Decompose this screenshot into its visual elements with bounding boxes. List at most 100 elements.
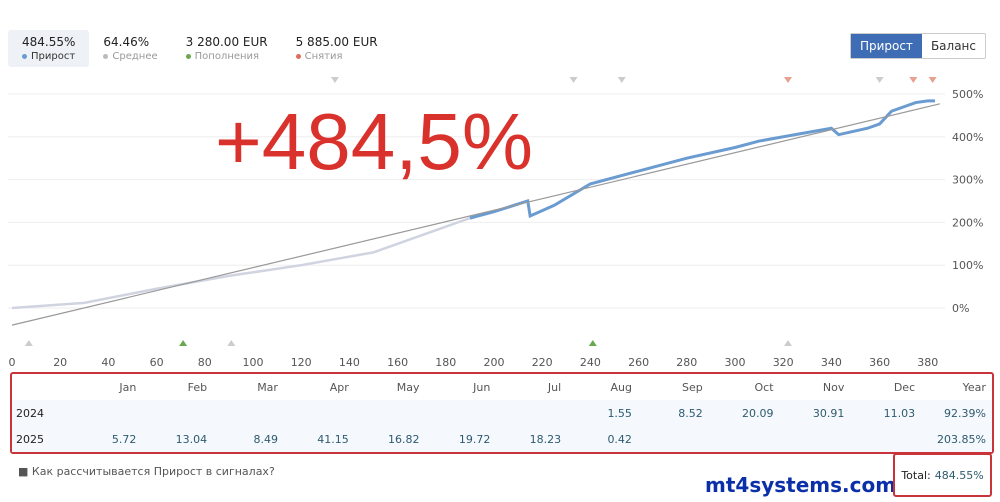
total-value: 484.55%: [934, 468, 984, 482]
table-cell: 5.72: [111, 432, 137, 446]
table-cell: Jun: [473, 380, 491, 394]
x-tick-label: 280: [676, 356, 697, 369]
table-cell: Apr: [329, 380, 349, 394]
table-cell: Sep: [682, 380, 703, 394]
top-marker-icon: [617, 77, 626, 83]
stat-0[interactable]: 484.55% Прирост: [8, 30, 90, 67]
x-tick-label: 300: [725, 356, 746, 369]
y-tick-label: 300%: [952, 174, 983, 187]
top-marker-icon: [875, 77, 884, 83]
legend-dot-icon: [295, 53, 301, 59]
total-box: Total: 484.55%: [893, 453, 992, 497]
y-tick-label: 200%: [952, 216, 983, 229]
y-tick-label: 0%: [952, 302, 969, 315]
table-cell: 20.09: [742, 406, 774, 420]
table-cell: Nov: [822, 380, 845, 394]
bottom-marker-icon: [179, 340, 188, 346]
series-line-2: [11, 103, 940, 326]
growth-button[interactable]: Прирост: [850, 34, 922, 58]
series-line-1: [469, 99, 936, 220]
legend-dot-icon: [22, 53, 27, 59]
series-line-0: [11, 216, 471, 310]
x-tick-label: 320: [773, 356, 794, 369]
stat-value: 64.46%: [103, 35, 150, 49]
stats-bar: 484.55% Прирост 64.46% Среднее 3 280.00 EUR П…: [8, 30, 392, 67]
help-icon: ■: [18, 465, 32, 478]
top-marker-icon: [569, 77, 578, 83]
x-tick-label: 160: [387, 356, 408, 369]
x-tick-label: 220: [532, 356, 553, 369]
stat-label: Прирост: [31, 51, 76, 62]
table-row: 2024 1.55 8.52 20.09 30.91 11.03 92.39%: [12, 400, 992, 426]
y-tick-label: 100%: [952, 259, 983, 272]
watermark: mt4systems.com: [705, 473, 897, 497]
x-tick-label: 180: [435, 356, 456, 369]
x-tick-label: 20: [53, 356, 67, 369]
x-tick-label: 360: [869, 356, 890, 369]
overlay-growth-text: +484,5%: [215, 97, 534, 186]
x-tick-label: 260: [628, 356, 649, 369]
stat-value: 5 885.00 EUR: [295, 35, 378, 49]
x-tick-label: 340: [821, 356, 842, 369]
table-cell: 18.23: [529, 432, 562, 446]
stat-value: 484.55%: [22, 35, 76, 49]
table-cell: 8.49: [253, 432, 278, 446]
help-link[interactable]: ■ Как рассчитывается Прирост в сигналах?: [18, 465, 275, 478]
y-tick-label: 500%: [952, 88, 983, 101]
stat-label: Среднее: [112, 51, 158, 62]
legend-dot-icon: [103, 53, 109, 59]
table-cell: 13.04: [175, 432, 208, 446]
table-cell: Feb: [187, 380, 208, 394]
table-row: 2025 5.72 13.04 8.49 41.15 16.82 19.72 18.23 0.4…: [12, 426, 992, 452]
bottom-marker-icon: [588, 340, 597, 346]
top-marker-icon: [909, 77, 918, 83]
table-cell: 203.85%: [936, 432, 986, 446]
stat-label: Снятия: [304, 51, 343, 62]
top-marker-icon: [330, 77, 339, 83]
table-cell: 8.52: [678, 406, 703, 420]
x-tick-label: 80: [198, 356, 212, 369]
balance-button[interactable]: Баланс: [930, 39, 976, 53]
table-header: Jan Feb Mar Apr May Jun Jul Aug Sep Oct Nov Dec Year: [12, 374, 992, 400]
top-marker-icon: [784, 77, 793, 83]
table-cell: 16.82: [388, 432, 420, 446]
stat-1[interactable]: 64.46% Среднее: [89, 30, 171, 67]
table-cell: 41.15: [317, 432, 349, 446]
table-cell: Jan: [119, 380, 137, 394]
help-text: Как рассчитывается Прирост в сигналах?: [31, 465, 275, 478]
stat-value: 3 280.00 EUR: [185, 35, 268, 49]
x-tick-label: 240: [580, 356, 601, 369]
table-cell: 19.72: [458, 432, 491, 446]
y-tick-label: 400%: [952, 131, 983, 144]
chart-mode-toggle: Прирост Баланс: [849, 33, 986, 59]
table-cell: Aug: [610, 380, 632, 394]
table-cell: 2024: [16, 406, 44, 420]
table-cell: Oct: [754, 380, 774, 394]
table-cell: May: [396, 380, 420, 394]
top-marker-icon: [928, 77, 937, 83]
table-cell: 1.55: [607, 406, 632, 420]
x-tick-label: 100: [243, 356, 264, 369]
x-tick-label: 40: [101, 356, 115, 369]
x-tick-label: 120: [291, 356, 312, 369]
bottom-marker-icon: [784, 340, 793, 346]
table-cell: Jul: [547, 380, 562, 394]
stat-3[interactable]: 5 885.00 EUR Снятия: [282, 30, 392, 67]
x-tick-label: 140: [339, 356, 360, 369]
bottom-marker-icon: [24, 340, 33, 346]
stat-2[interactable]: 3 280.00 EUR Пополнения: [172, 30, 282, 67]
x-tick-label: 60: [150, 356, 164, 369]
bottom-marker-icon: [227, 340, 236, 346]
x-tick-label: 0: [9, 356, 16, 369]
table-cell: 30.91: [812, 406, 845, 420]
x-tick-label: 200: [484, 356, 505, 369]
stat-label: Пополнения: [194, 51, 260, 62]
table-cell: 92.39%: [943, 406, 986, 420]
total-label: Total:: [901, 468, 931, 482]
table-cell: Year: [962, 380, 986, 394]
x-tick-label: 380: [917, 356, 938, 369]
table-cell: 0.42: [607, 432, 632, 446]
growth-chart: 0% 100% 200% 300% 400% 500% 0 20 40 60 80 100 120 140…: [8, 77, 983, 369]
legend-dot-icon: [185, 53, 191, 59]
table-cell: 2025: [16, 432, 44, 446]
